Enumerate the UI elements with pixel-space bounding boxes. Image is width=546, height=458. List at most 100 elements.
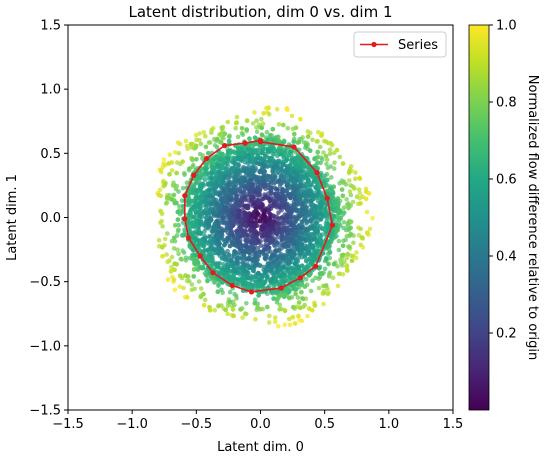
scatter-point [218,190,224,196]
scatter-point [356,187,362,192]
scatter-point [209,163,215,169]
scatter-point [247,250,252,256]
scatter-point [275,153,280,159]
scatter-point [215,289,221,295]
scatter-point [241,281,246,286]
scatter-point [230,223,236,229]
scatter-point [273,248,279,253]
scatter-point [247,227,253,232]
scatter-point [344,197,349,202]
scatter-point [203,166,209,172]
scatter-point [323,206,328,211]
scatter-point [317,144,323,150]
scatter-point [338,216,343,221]
scatter-point [175,229,181,234]
scatter-point [209,175,215,181]
scatter-point [266,245,272,251]
scatter-point [196,231,202,236]
scatter-point [247,265,252,271]
scatter-point [341,205,347,210]
scatter-point [243,197,248,203]
scatter-point [262,208,268,213]
scatter-point [351,240,356,246]
scatter-point [344,233,350,239]
scatter-point [224,205,230,211]
scatter-point [340,193,346,199]
scatter-point [159,218,164,224]
scatter-point [269,190,274,196]
scatter-point [307,256,313,262]
scatter-point [229,240,235,245]
scatter-point [199,185,204,190]
scatter-point [248,222,253,228]
scatter-point [292,186,297,191]
scatter-point [274,171,279,176]
scatter-point [321,150,326,155]
scatter-point [205,274,210,279]
scatter-point [272,243,278,249]
scatter-point [267,203,273,208]
scatter-point [320,226,325,231]
scatter-point [206,221,212,226]
scatter-point [172,200,178,206]
scatter-point [299,282,305,287]
scatter-point [197,248,203,253]
scatter-point [184,143,190,149]
scatter-point [335,283,341,289]
scatter-point [225,155,231,161]
scatter-point [299,263,305,269]
scatter-point [255,305,260,310]
scatter-point [365,230,370,236]
scatter-point [221,135,226,141]
scatter-point [350,199,356,205]
scatter-point [340,161,346,166]
scatter-point [295,295,301,300]
scatter-point [287,270,293,276]
scatter-point [293,162,298,168]
scatter-point [277,177,282,183]
scatter-point [300,296,306,302]
scatter-point [265,137,271,142]
scatter-point [226,172,232,177]
scatter-point [370,216,375,221]
scatter-point [266,105,271,110]
scatter-point [267,313,272,319]
scatter-point [228,150,233,155]
scatter-point [164,200,170,205]
scatter-point [267,226,273,232]
scatter-point [216,213,222,219]
scatter-point [211,197,217,202]
scatter-point [244,244,249,249]
scatter-point [312,228,318,233]
scatter-point [178,273,183,279]
scatter-point [280,229,286,235]
scatter-point [341,180,346,186]
scatter-point [247,167,252,172]
scatter-point [274,256,280,262]
scatter-point [222,131,228,137]
scatter-point [172,267,177,273]
scatter-point [340,272,346,277]
scatter-point [225,119,231,125]
scatter-point [277,274,282,279]
scatter-point [254,210,260,215]
scatter-point [232,179,237,185]
scatter-point [171,246,177,251]
scatter-point [315,138,320,144]
scatter-point [314,212,320,217]
scatter-point [173,223,178,228]
scatter-point [254,118,259,123]
scatter-point [289,176,294,181]
scatter-point [286,289,292,295]
scatter-point [246,146,252,152]
scatter-point [261,247,267,253]
scatter-point [242,150,247,156]
scatter-point [323,229,328,234]
scatter-point [239,126,245,131]
scatter-point [299,241,305,247]
scatter-point [276,262,281,267]
scatter-point [278,148,283,154]
scatter-point [180,185,186,191]
scatter-point [312,177,318,183]
scatter-point [250,268,256,273]
